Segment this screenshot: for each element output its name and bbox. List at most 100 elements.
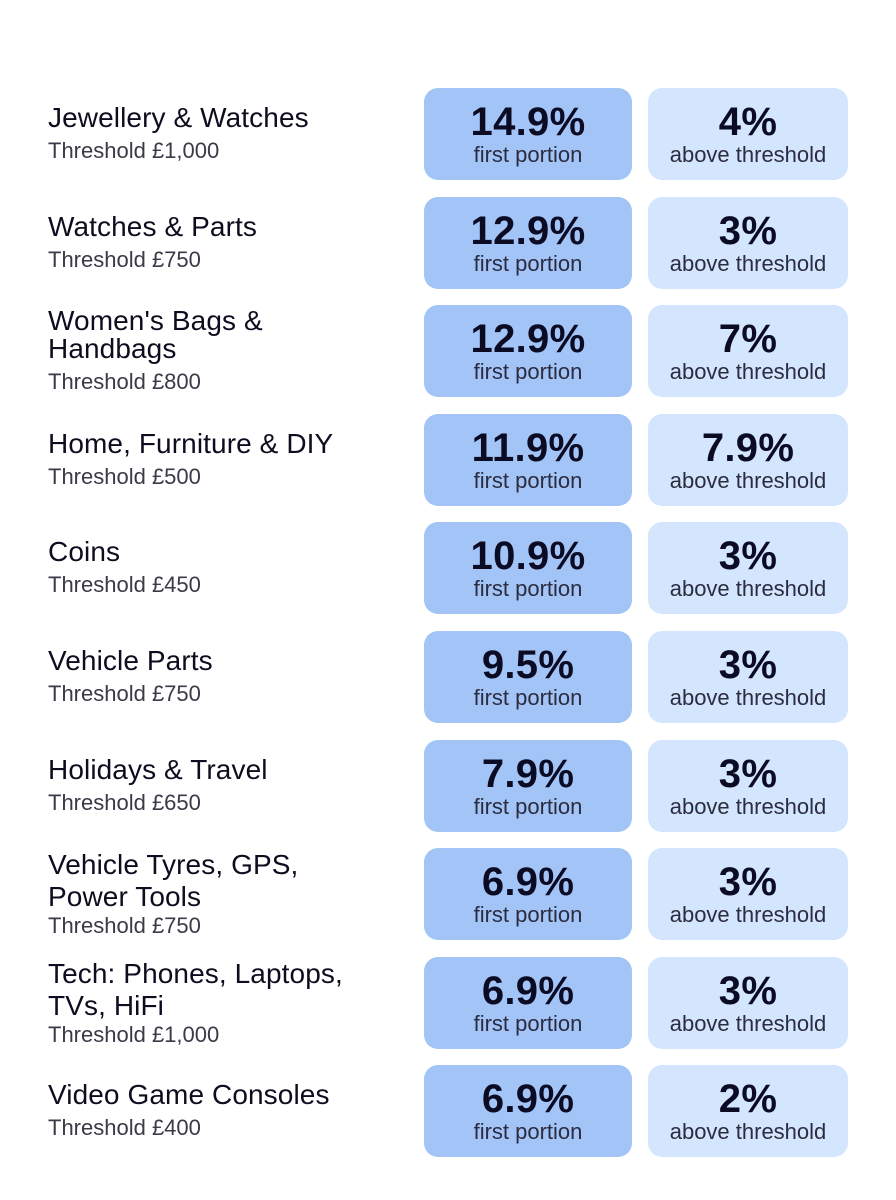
above-threshold-label: above threshold [669,576,827,602]
above-threshold-rate: 3% [718,860,778,905]
first-portion-rate: 6.9% [481,860,575,905]
first-portion-rate: 12.9% [470,208,586,253]
above-threshold-box: 3% above threshold [648,630,848,723]
category-name: Holidays & Travel [48,753,268,785]
category-name: Home, Furniture & DIY [48,427,334,459]
above-threshold-rate: 7% [718,317,778,362]
category-name: Jewellery & Watches [48,102,309,133]
table-row: Holidays & Travel Threshold £650 7.9% fi… [0,739,896,849]
category-threshold: Threshold £800 [48,369,201,395]
table-row: Jewellery & Watches Threshold £1,000 14.… [0,88,896,197]
first-portion-label: first portion [473,1010,583,1036]
first-portion-box: 14.9% first portion [424,88,632,180]
above-threshold-box: 3% above threshold [648,956,848,1049]
fee-table: Jewellery & Watches Threshold £1,000 14.… [0,88,896,1174]
category-cell: Coins Threshold £450 [48,522,408,614]
above-threshold-box: 4% above threshold [648,88,848,180]
first-portion-box: 10.9% first portion [424,522,632,615]
table-row: Women's Bags & Handbags Threshold £800 1… [0,305,896,414]
first-portion-label: first portion [473,467,583,493]
category-cell: Vehicle Parts Threshold £750 [48,631,408,723]
first-portion-box: 7.9% first portion [424,739,632,832]
above-threshold-rate: 3% [718,751,778,796]
category-threshold: Threshold £400 [48,1115,201,1141]
category-cell: Video Game Consoles Threshold £400 [48,1065,408,1157]
category-threshold: Threshold £750 [48,913,201,939]
category-cell: Jewellery & Watches Threshold £1,000 [48,88,408,180]
category-cell: Holidays & Travel Threshold £650 [48,740,408,832]
category-cell: Tech: Phones, Laptops, TVs, HiFi Thresho… [48,957,408,1049]
first-portion-label: first portion [473,250,583,276]
above-threshold-label: above threshold [669,684,827,710]
above-threshold-label: above threshold [669,1010,827,1036]
table-row: Video Game Consoles Threshold £400 6.9% … [0,1065,896,1174]
above-threshold-rate: 3% [718,208,778,253]
above-threshold-label: above threshold [669,359,827,385]
category-name: Vehicle Parts [48,644,213,676]
category-cell: Home, Furniture & DIY Threshold £500 [48,414,408,506]
category-threshold: Threshold £750 [48,246,201,272]
category-name: Tech: Phones, Laptops, TVs, HiFi [48,957,343,1021]
above-threshold-label: above threshold [669,1119,827,1145]
above-threshold-rate: 4% [718,100,778,144]
above-threshold-rate: 2% [718,1077,778,1122]
first-portion-rate: 14.9% [470,100,586,144]
above-threshold-box: 3% above threshold [648,196,848,289]
category-name: Women's Bags & Handbags [48,305,263,365]
first-portion-box: 12.9% first portion [424,196,632,289]
first-portion-label: first portion [473,1119,583,1145]
first-portion-label: first portion [473,576,583,602]
category-name: Watches & Parts [48,210,257,242]
table-row: Coins Threshold £450 10.9% first portion… [0,522,896,631]
first-portion-rate: 6.9% [481,968,575,1013]
above-threshold-label: above threshold [669,467,827,493]
category-name: Vehicle Tyres, GPS, Power Tools [48,849,299,913]
above-threshold-box: 3% above threshold [648,848,848,941]
above-threshold-box: 7% above threshold [648,305,848,398]
category-name: Video Game Consoles [48,1079,330,1111]
first-portion-box: 6.9% first portion [424,1065,632,1158]
above-threshold-label: above threshold [669,902,827,928]
above-threshold-box: 7.9% above threshold [648,413,848,506]
first-portion-rate: 6.9% [481,1077,575,1122]
category-threshold: Threshold £650 [48,789,201,815]
first-portion-label: first portion [473,793,583,819]
above-threshold-label: above threshold [669,250,827,276]
first-portion-box: 11.9% first portion [424,413,632,506]
first-portion-rate: 9.5% [481,642,575,687]
first-portion-box: 9.5% first portion [424,630,632,723]
above-threshold-box: 2% above threshold [648,1065,848,1158]
category-name: Coins [48,536,121,568]
table-row: Vehicle Parts Threshold £750 9.5% first … [0,630,896,740]
above-threshold-label: above threshold [669,793,827,819]
first-portion-label: first portion [473,359,583,385]
category-threshold: Threshold £450 [48,572,201,598]
category-threshold: Threshold £500 [48,463,201,489]
first-portion-label: first portion [473,684,583,710]
first-portion-box: 6.9% first portion [424,848,632,941]
first-portion-label: first portion [473,902,583,928]
category-cell: Watches & Parts Threshold £750 [48,197,408,289]
above-threshold-rate: 3% [718,968,778,1013]
first-portion-box: 6.9% first portion [424,956,632,1049]
category-cell: Vehicle Tyres, GPS, Power Tools Threshol… [48,848,408,940]
above-threshold-label: above threshold [669,142,827,167]
category-threshold: Threshold £1,000 [48,1021,220,1047]
first-portion-rate: 10.9% [470,534,586,579]
table-row: Home, Furniture & DIY Threshold £500 11.… [0,413,896,523]
above-threshold-rate: 3% [718,642,778,687]
table-row: Watches & Parts Threshold £750 12.9% fir… [0,196,896,306]
category-cell: Women's Bags & Handbags Threshold £800 [48,305,408,397]
table-row: Tech: Phones, Laptops, TVs, HiFi Thresho… [0,956,896,1066]
above-threshold-box: 3% above threshold [648,522,848,615]
category-threshold: Threshold £750 [48,680,201,706]
category-threshold: Threshold £1,000 [48,138,220,163]
first-portion-rate: 12.9% [470,317,586,362]
first-portion-label: first portion [473,142,583,167]
first-portion-box: 12.9% first portion [424,305,632,398]
table-row: Vehicle Tyres, GPS, Power Tools Threshol… [0,848,896,957]
above-threshold-rate: 7.9% [701,425,795,470]
above-threshold-box: 3% above threshold [648,739,848,832]
first-portion-rate: 11.9% [471,425,585,470]
above-threshold-rate: 3% [718,534,778,579]
